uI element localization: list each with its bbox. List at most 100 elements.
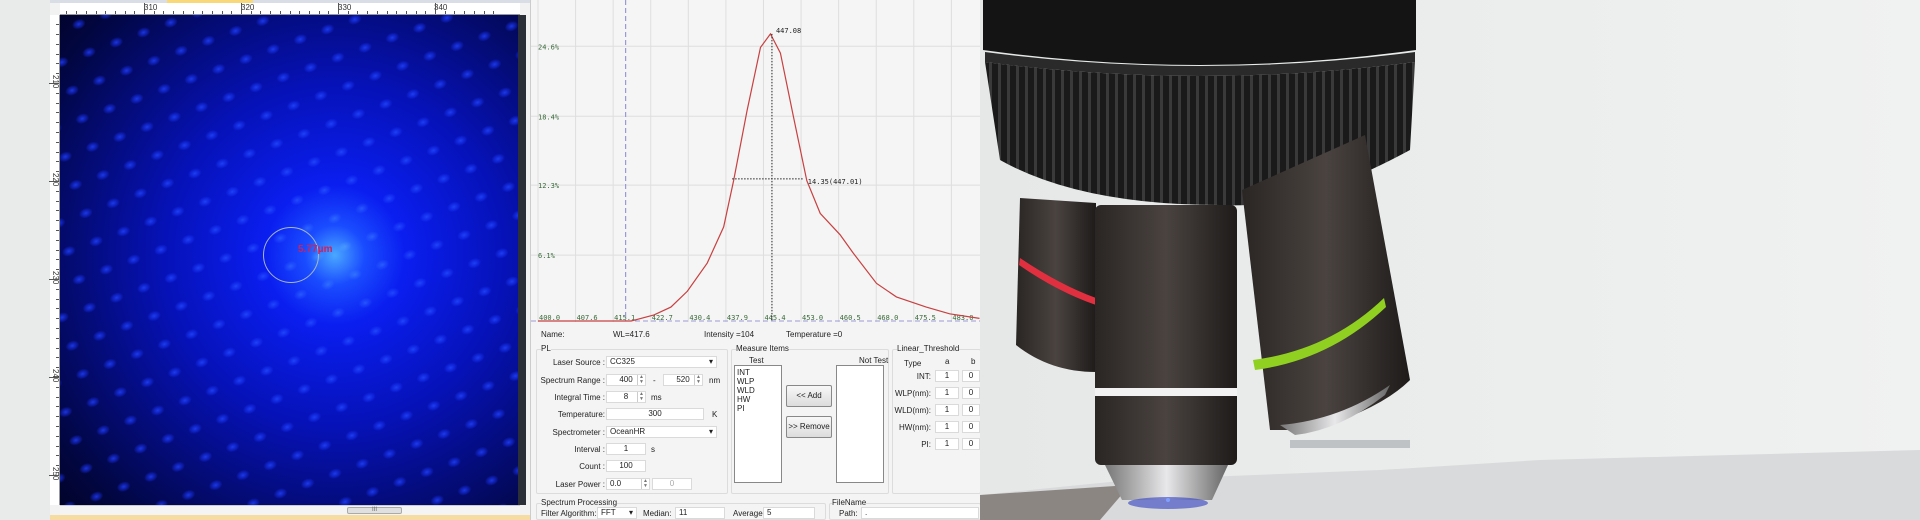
ruler-tick	[56, 171, 59, 173]
threshold-row-label: WLP(nm):	[895, 389, 931, 398]
ruler-tick	[56, 259, 59, 261]
path-label: Path:	[839, 509, 858, 518]
test-list-item[interactable]: HW	[737, 395, 751, 404]
ruler-tick	[56, 230, 59, 231]
threshold-a-input[interactable]: 1	[935, 404, 959, 416]
interval-input[interactable]: 1	[606, 443, 646, 455]
ruler-tick	[357, 11, 359, 14]
test-list-item[interactable]: INT	[737, 368, 750, 377]
x-tick-label: 445.4	[764, 314, 785, 322]
add-button[interactable]: << Add	[786, 385, 832, 407]
fwhm-label: 14.35(447.01)	[808, 178, 863, 186]
ruler-tick	[56, 141, 59, 143]
ruler-tick	[386, 11, 388, 14]
ruler-tick	[367, 11, 369, 14]
remove-button[interactable]: >> Remove	[786, 416, 832, 438]
x-tick-label: 460.5	[840, 314, 861, 322]
threshold-b-input[interactable]: 0	[962, 387, 980, 399]
ruler-tick	[56, 63, 59, 65]
spectrum-chart: 400.0 407.6 415.1 422.7 430.4 437.9 445.4 453.0…	[531, 0, 981, 322]
path-input[interactable]: .	[861, 507, 979, 519]
ruler-tick	[56, 308, 59, 310]
horizontal-scrollbar[interactable]: III	[60, 505, 520, 515]
spinner-icon[interactable]: ▲ ▼	[637, 375, 645, 385]
range-unit: nm	[709, 376, 721, 385]
spectrometer-select[interactable]: OceanHR	[606, 426, 717, 438]
measure-items-title: Measure Items	[736, 344, 789, 353]
ruler-tick	[483, 11, 485, 14]
ruler-tick	[202, 11, 204, 14]
x-tick-label: 468.0	[877, 314, 898, 322]
ruler-tick	[221, 11, 223, 14]
test-list-item[interactable]: PI	[737, 404, 745, 413]
tab-active[interactable]	[167, 0, 253, 3]
ruler-tick	[56, 396, 59, 398]
ruler-tick	[56, 102, 59, 104]
x-tick-label: 453.0	[802, 314, 823, 322]
y-tick-label: 24.6%	[538, 43, 560, 51]
x-tick-label: 475.5	[915, 314, 936, 322]
spectrometer-label: Spectrometer :	[552, 428, 605, 437]
spinner-icon[interactable]: ▲ ▼	[641, 479, 649, 489]
scroll-thumb[interactable]: III	[347, 507, 402, 514]
test-list-item[interactable]: WLD	[737, 386, 755, 395]
integral-time-input[interactable]: 8 ▲ ▼	[606, 391, 646, 403]
ruler-tick	[56, 122, 59, 124]
range-to-input[interactable]: 520 ▲ ▼	[663, 374, 703, 386]
ruler-tick	[425, 11, 427, 14]
ruler-label: 330	[338, 3, 352, 12]
spinner-icon[interactable]: ▲ ▼	[694, 375, 702, 385]
ruler-label: 210	[51, 75, 60, 89]
threshold-a-input[interactable]: 1	[935, 421, 959, 433]
ruler-tick	[56, 298, 59, 300]
ruler-tick	[56, 318, 59, 320]
ruler-tick	[250, 11, 252, 14]
ruler-tick	[56, 269, 59, 271]
ruler-tick	[56, 426, 59, 427]
plot-background	[531, 0, 981, 322]
temperature-input[interactable]: 300	[606, 408, 704, 420]
spinner-icon[interactable]: ▲ ▼	[637, 392, 645, 402]
microscope-image[interactable]: 5.77μm	[60, 15, 518, 505]
count-input[interactable]: 100	[606, 460, 646, 472]
threshold-b-input[interactable]: 0	[962, 438, 980, 450]
temperature-unit: K	[712, 410, 718, 419]
ruler-tick	[85, 11, 87, 14]
filter-algorithm-select[interactable]: FFT	[597, 507, 637, 519]
spectrum-processing-title: Spectrum Processing	[541, 498, 618, 507]
vertical-scrollbar[interactable]	[518, 15, 526, 505]
ruler-tick	[241, 3, 242, 14]
ruler-tick	[173, 11, 175, 14]
ruler-tick	[415, 11, 417, 14]
test-list-item[interactable]: WLP	[737, 377, 755, 386]
ruler-tick	[299, 11, 301, 14]
measurement-circle[interactable]	[263, 227, 319, 283]
filename-title: FileName	[832, 498, 867, 507]
range-from-input[interactable]: 400 ▲ ▼	[606, 374, 646, 386]
ruler-tick	[114, 11, 116, 14]
ruler-tick	[56, 465, 59, 467]
ruler-tick	[56, 92, 59, 94]
threshold-a-input[interactable]: 1	[935, 438, 959, 450]
objective-center-tip	[1105, 465, 1228, 500]
ruler-tick	[338, 3, 339, 14]
test-list[interactable]: INT WLP WLD HW PI	[734, 365, 782, 483]
average-input[interactable]: 5	[763, 507, 815, 519]
not-test-list[interactable]	[836, 365, 884, 483]
threshold-a-input[interactable]: 1	[935, 370, 959, 382]
name-label: Name:	[541, 330, 565, 339]
threshold-a-input[interactable]: 1	[935, 387, 959, 399]
ruler-tick	[144, 3, 145, 14]
laser-source-select[interactable]: CC325	[606, 356, 717, 368]
ruler-tick	[163, 11, 165, 14]
ruler-tick	[56, 328, 59, 329]
top-ruler: 310 320 330 340	[60, 3, 520, 15]
median-input[interactable]: 11	[675, 507, 725, 519]
threshold-b-input[interactable]: 0	[962, 421, 980, 433]
threshold-b-input[interactable]: 0	[962, 404, 980, 416]
spectrum-range-label: Spectrum Range :	[540, 376, 605, 385]
threshold-b-input[interactable]: 0	[962, 370, 980, 382]
ruler-label: 320	[241, 3, 255, 12]
laser-power-input[interactable]: 0.0 ▲ ▼	[606, 478, 650, 490]
b-header: b	[971, 357, 976, 366]
